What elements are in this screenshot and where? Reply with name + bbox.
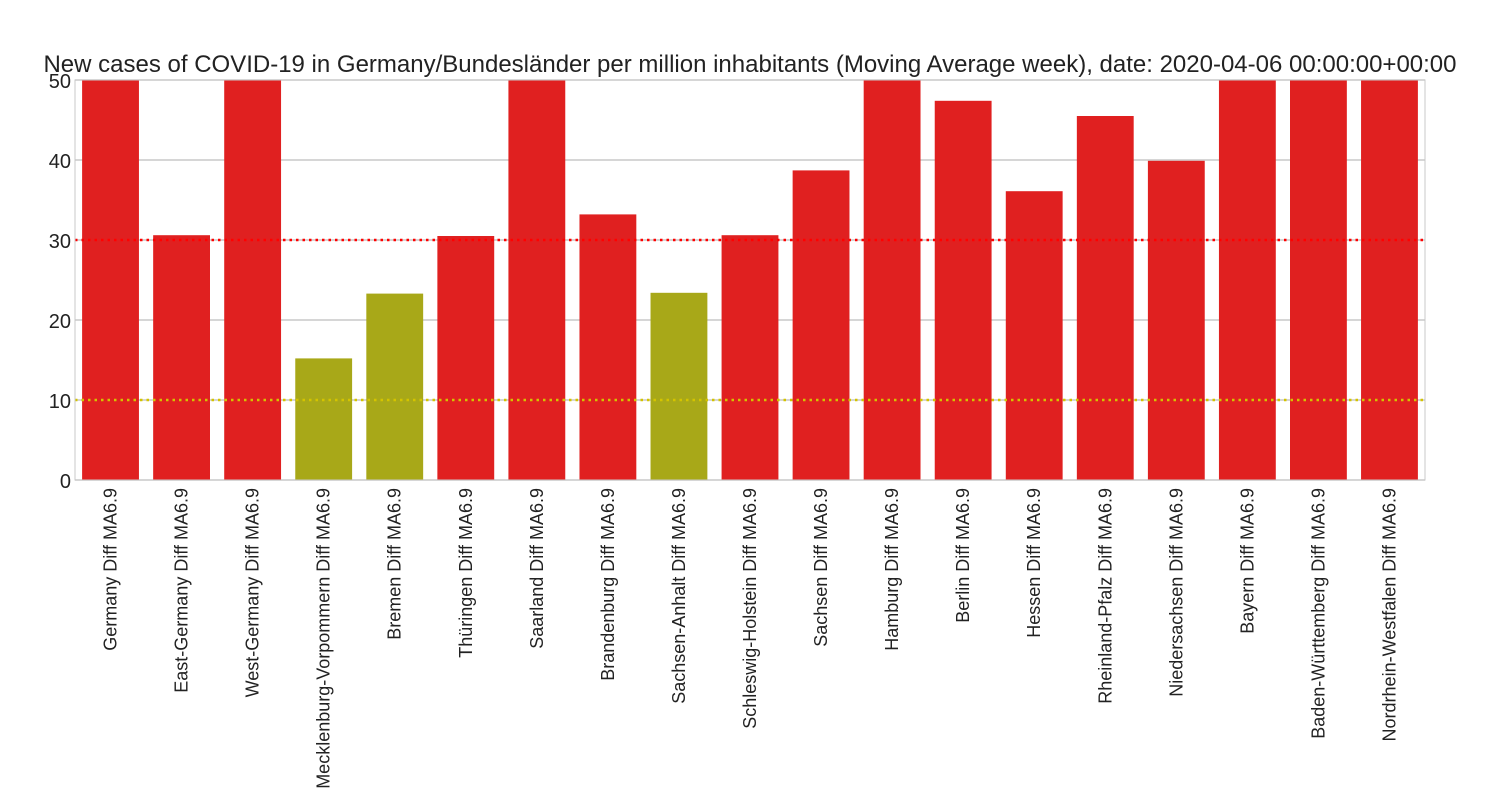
y-tick-label: 30 xyxy=(49,231,71,253)
x-tick-label: Rheinland-Pfalz Diff MA6.9 xyxy=(1095,488,1115,704)
y-tick-label: 0 xyxy=(60,471,71,493)
y-tick-label: 40 xyxy=(49,151,71,173)
y-axis-ticks: 0 10 20 30 40 50 xyxy=(49,71,71,493)
reference-lines xyxy=(75,238,1425,402)
bar xyxy=(1147,160,1205,481)
bar xyxy=(650,292,708,480)
bar xyxy=(224,80,282,480)
x-tick-label: East-Germany Diff MA6.9 xyxy=(172,488,192,693)
x-tick-label: Baden-Württemberg Diff MA6.9 xyxy=(1308,488,1328,739)
x-tick-label: Niedersachsen Diff MA6.9 xyxy=(1166,488,1186,697)
bar xyxy=(721,235,779,480)
bar xyxy=(1218,80,1276,480)
x-tick-label: Hamburg Diff MA6.9 xyxy=(882,488,902,651)
x-tick-label: Saarland Diff MA6.9 xyxy=(527,488,547,649)
x-tick-label: Bremen Diff MA6.9 xyxy=(385,488,405,640)
bar xyxy=(153,235,210,480)
x-axis-ticks: Germany Diff MA6.9 East-Germany Diff MA6.… xyxy=(101,488,1400,789)
bar xyxy=(1076,116,1134,480)
x-tick-label: Bayern Diff MA6.9 xyxy=(1237,488,1257,634)
bar xyxy=(792,170,850,480)
x-tick-label: Thüringen Diff MA6.9 xyxy=(456,488,476,658)
bar xyxy=(1005,191,1063,480)
y-tick-label: 50 xyxy=(49,71,71,93)
x-tick-label: Germany Diff MA6.9 xyxy=(101,488,121,651)
bar xyxy=(82,80,139,480)
bar xyxy=(1361,80,1418,480)
x-tick-label: Sachsen-Anhalt Diff MA6.9 xyxy=(669,488,689,704)
plot-area-frame xyxy=(74,79,1426,481)
bar xyxy=(295,358,353,480)
bar xyxy=(863,80,921,480)
bar xyxy=(437,236,495,480)
bar xyxy=(508,80,566,480)
bar xyxy=(366,293,424,480)
bar xyxy=(579,214,637,480)
x-tick-label: Schleswig-Holstein Diff MA6.9 xyxy=(740,488,760,729)
x-tick-label: Sachsen Diff MA6.9 xyxy=(811,488,831,647)
y-tick-label: 20 xyxy=(49,311,71,333)
x-tick-label: Hessen Diff MA6.9 xyxy=(1024,488,1044,638)
chart-title: New cases of COVID-19 in Germany/Bundesl… xyxy=(43,51,1456,78)
bar xyxy=(1290,80,1347,480)
x-tick-label: Mecklenburg-Vorpommern Diff MA6.9 xyxy=(314,488,334,789)
y-tick-label: 10 xyxy=(49,391,71,413)
x-tick-label: West-Germany Diff MA6.9 xyxy=(243,488,263,697)
bars xyxy=(82,80,1418,481)
x-tick-label: Berlin Diff MA6.9 xyxy=(953,488,973,623)
bar xyxy=(934,100,992,481)
x-tick-label: Nordrhein-Westfalen Diff MA6.9 xyxy=(1379,488,1399,741)
x-tick-label: Brandenburg Diff MA6.9 xyxy=(598,488,618,681)
